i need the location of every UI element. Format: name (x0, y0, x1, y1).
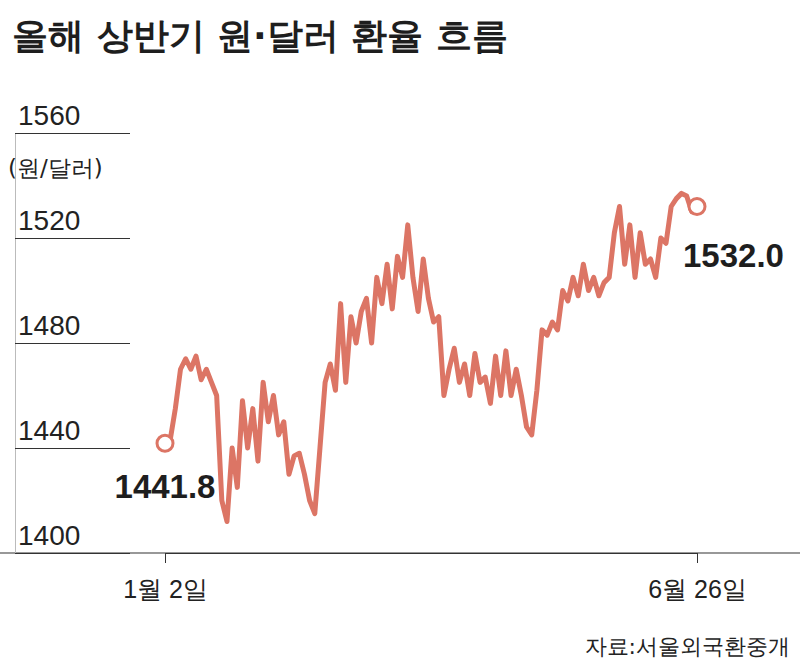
rate-line (165, 193, 697, 521)
x-tick-label: 1월 2일 (123, 575, 208, 603)
x-axis-line (166, 553, 698, 554)
x-axis: 1월 2일 6월 26일 (123, 553, 747, 603)
x-tick: 1월 2일 (123, 553, 208, 603)
y-tick: 1520 (15, 205, 130, 238)
y-tick-label: 1560 (18, 100, 80, 131)
y-tick-label: 1400 (18, 520, 80, 551)
end-value-label: 1532.0 (683, 237, 784, 274)
x-tick-label: 6월 26일 (648, 575, 747, 603)
title: 올해 상반기 원·달러 환율 흐름 (12, 15, 508, 56)
y-tick-label: 1520 (18, 205, 80, 236)
y-tick: 1480 (15, 310, 130, 343)
end-marker (689, 199, 705, 215)
end-marker (157, 435, 173, 451)
y-tick-line (15, 343, 130, 344)
start-value-label: 1441.8 (115, 468, 216, 505)
y-axis-title: (원/달러) (8, 155, 103, 181)
baseline (0, 552, 800, 553)
plot-area (157, 193, 705, 521)
y-tick: 1440 (15, 415, 130, 448)
x-tick-line (165, 553, 166, 563)
source: 자료:서울외국환중개 (585, 634, 790, 659)
x-tick: 6월 26일 (648, 553, 747, 603)
y-tick: 1560 (15, 100, 130, 133)
y-tick: 1400 (15, 520, 130, 553)
chart-svg: 올해 상반기 원·달러 환율 흐름 1400 1440 1480 1520 1560 (원/… (0, 0, 800, 668)
y-tick-label: 1440 (18, 415, 80, 446)
y-tick-line (15, 238, 130, 239)
y-tick-line (15, 448, 130, 449)
y-tick-label: 1480 (18, 310, 80, 341)
y-tick-line (15, 553, 130, 554)
y-tick-line (15, 133, 130, 134)
x-tick-line (697, 553, 698, 563)
